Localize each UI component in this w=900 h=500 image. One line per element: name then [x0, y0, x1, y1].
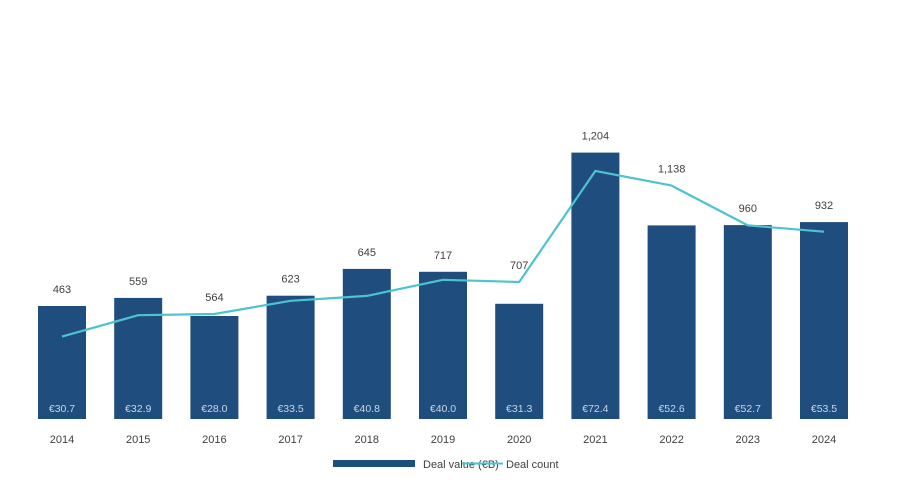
bar-2016 — [190, 316, 239, 419]
count-labels: 463 559 564 623 645 717 707 1,204 1,138 960 932 — [53, 131, 833, 304]
x-tick-2020: 2020 — [507, 434, 531, 446]
bar-2015 — [114, 297, 163, 419]
bar-2019 — [419, 271, 467, 419]
deal-count-line — [61, 169, 825, 338]
x-tick-2014: 2014 — [50, 434, 74, 446]
bar-2021 — [571, 152, 620, 419]
bar-value-label-2016: €28.0 — [201, 403, 227, 415]
count-label-2019: 717 — [434, 250, 452, 262]
bar-2017 — [266, 295, 315, 419]
bar-value-label-2018: €40.8 — [354, 403, 380, 415]
count-label-2016: 564 — [205, 292, 223, 304]
legend-bar-swatch — [333, 460, 415, 467]
bar-2023 — [723, 225, 772, 419]
legend-line-label: Deal count — [506, 459, 559, 471]
count-label-2015: 559 — [129, 276, 147, 288]
bar-2022 — [647, 225, 696, 419]
x-tick-2017: 2017 — [278, 434, 302, 446]
bar-series — [38, 152, 848, 419]
count-label-2014: 463 — [53, 284, 71, 296]
x-tick-2022: 2022 — [659, 434, 683, 446]
count-label-2023: 960 — [739, 203, 757, 215]
x-tick-2024: 2024 — [812, 434, 836, 446]
bar-2024 — [800, 222, 848, 419]
count-label-2020: 707 — [510, 260, 528, 272]
x-tick-2019: 2019 — [431, 434, 455, 446]
count-label-2017: 623 — [281, 274, 299, 286]
x-axis-tick-labels: 2014 2015 2016 2017 2018 2019 2020 2021 2022 2023… — [50, 434, 836, 446]
legend: Deal value (€B) Deal count — [333, 459, 559, 471]
line-series — [61, 169, 825, 338]
bar-value-label-2020: €31.3 — [506, 403, 532, 415]
bar-value-labels: €30.7 €32.9 €28.0 €33.5 €40.8 €40.0 €31.3 €72.4… — [49, 403, 837, 415]
x-tick-2021: 2021 — [583, 434, 607, 446]
bar-value-label-2019: €40.0 — [430, 403, 456, 415]
bar-value-label-2022: €52.6 — [658, 403, 684, 415]
bar-value-label-2014: €30.7 — [49, 403, 75, 415]
count-label-2024: 932 — [815, 200, 833, 212]
bar-value-label-2017: €33.5 — [277, 403, 303, 415]
count-label-2021: 1,204 — [582, 131, 610, 143]
bar-2018 — [342, 268, 391, 419]
count-label-2018: 645 — [358, 247, 376, 259]
bar-value-label-2015: €32.9 — [125, 403, 151, 415]
x-tick-2015: 2015 — [126, 434, 150, 446]
bar-2020 — [495, 303, 544, 419]
bar-value-label-2021: €72.4 — [582, 403, 608, 415]
legend-bar-label: Deal value (€B) — [423, 459, 499, 471]
x-tick-2018: 2018 — [355, 434, 379, 446]
bar-value-label-2023: €52.7 — [735, 403, 761, 415]
x-tick-2023: 2023 — [736, 434, 760, 446]
bar-value-label-2024: €53.5 — [811, 403, 837, 415]
x-tick-2016: 2016 — [202, 434, 226, 446]
bar-2014 — [38, 306, 86, 419]
count-label-2022: 1,138 — [658, 164, 686, 176]
